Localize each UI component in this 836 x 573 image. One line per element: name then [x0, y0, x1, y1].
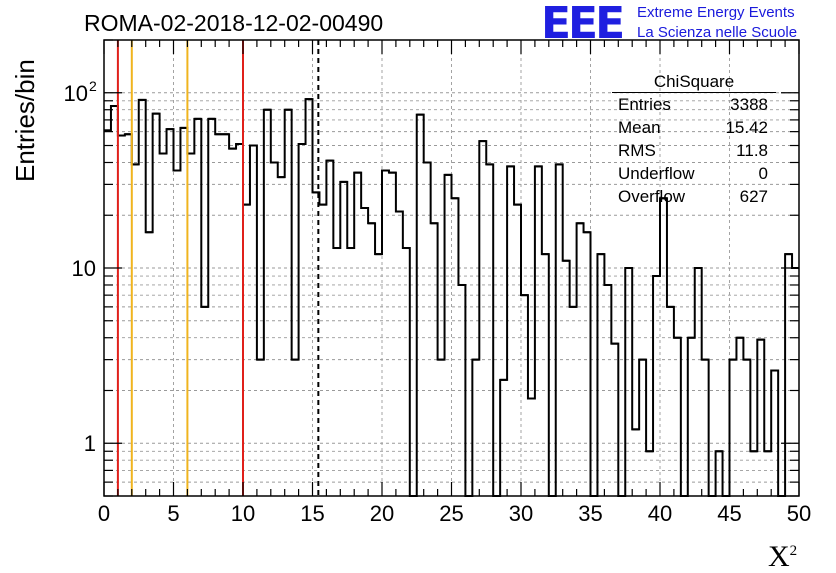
- x-tick-label: 5: [167, 501, 179, 526]
- x-tick-label: 15: [300, 501, 324, 526]
- x-tick-label: 0: [98, 501, 110, 526]
- x-tick-label: 50: [787, 501, 811, 526]
- eee-logo: EEE: [541, 0, 625, 49]
- x-tick-label: 30: [509, 501, 533, 526]
- brand-line-2: La Scienza nelle Scuole: [637, 24, 798, 41]
- x-tick-label: 40: [648, 501, 672, 526]
- x-tick-label: 10: [231, 501, 255, 526]
- stats-divider: [612, 92, 776, 93]
- x-tick-label: 20: [370, 501, 394, 526]
- brand-line-1: Extreme Energy Events: [637, 4, 795, 21]
- y-tick-label-exponent: 2: [89, 78, 97, 94]
- y-tick-label: 10: [72, 256, 96, 281]
- stats-row-mean: Mean 15.42: [618, 118, 768, 137]
- x-tick-label: 45: [717, 501, 741, 526]
- stats-box: ChiSquare Entries 3388 Mean 15.42 RMS 11.8 …: [612, 72, 776, 208]
- plot-title: ROMA-02-2018-12-02-00490: [84, 10, 384, 36]
- stats-title: ChiSquare: [653, 72, 735, 91]
- stats-row-overflow: Overflow 627: [618, 187, 768, 206]
- y-tick-label: 1: [84, 431, 96, 456]
- x-tick-label: 35: [578, 501, 602, 526]
- axis-ticks: [103, 39, 800, 497]
- x-tick-label: 25: [439, 501, 463, 526]
- stats-row-underflow: Underflow 0: [618, 164, 768, 183]
- stats-row-entries: Entries 3388: [618, 95, 768, 114]
- stats-row-rms: RMS 11.8: [618, 141, 768, 160]
- x-axis-label: X2: [768, 540, 798, 573]
- grid-lines: [104, 40, 799, 496]
- y-tick-label: 10: [64, 81, 88, 106]
